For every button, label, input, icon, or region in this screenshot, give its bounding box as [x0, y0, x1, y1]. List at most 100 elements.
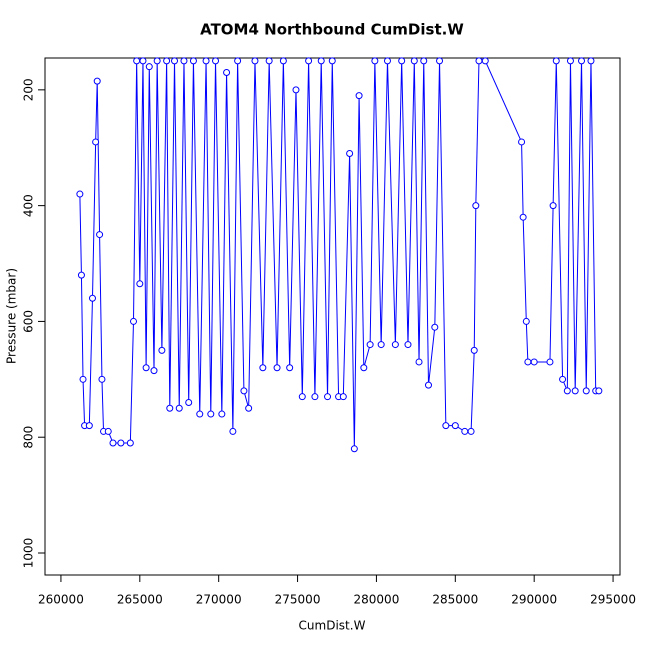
data-point	[461, 427, 469, 435]
data-point	[328, 57, 336, 65]
data-point	[552, 57, 560, 65]
data-point	[175, 404, 183, 412]
data-point	[566, 57, 574, 65]
data-point	[85, 422, 93, 430]
data-point	[129, 317, 137, 325]
y-tick-label: 200	[22, 78, 36, 101]
data-point	[415, 358, 423, 366]
data-point	[77, 271, 85, 279]
x-tick-label: 290000	[511, 593, 557, 607]
plot-frame	[44, 57, 621, 576]
data-point	[355, 92, 363, 100]
data-point	[360, 364, 368, 372]
data-point	[519, 213, 527, 221]
data-point	[286, 364, 294, 372]
series-line	[79, 60, 599, 449]
data-point	[563, 387, 571, 395]
data-point	[436, 57, 444, 65]
data-point	[79, 375, 87, 383]
data-point	[470, 346, 478, 354]
data-point	[578, 57, 586, 65]
data-point	[139, 57, 147, 65]
chart-title: ATOM4 Northbound CumDist.W	[200, 21, 464, 39]
data-point	[559, 375, 567, 383]
data-point	[305, 57, 313, 65]
y-tick-label: 400	[22, 194, 36, 217]
data-point	[350, 445, 358, 453]
data-point	[93, 77, 101, 85]
data-point	[279, 57, 287, 65]
data-point	[92, 138, 100, 146]
y-axis-label: Pressure (mbar)	[5, 268, 19, 364]
data-point	[424, 381, 432, 389]
data-point	[472, 202, 480, 210]
data-point	[223, 68, 231, 76]
x-tick-label: 280000	[354, 593, 400, 607]
x-tick-label: 285000	[432, 593, 478, 607]
data-point	[398, 57, 406, 65]
data-point	[251, 57, 259, 65]
data-point	[265, 57, 273, 65]
data-point	[218, 410, 226, 418]
data-point	[431, 323, 439, 331]
y-tick-label: 1000	[22, 538, 36, 569]
data-point	[410, 57, 418, 65]
data-point	[98, 375, 106, 383]
data-point	[383, 57, 391, 65]
data-point	[298, 393, 306, 401]
data-point	[229, 427, 237, 435]
data-point	[546, 358, 554, 366]
data-point	[158, 346, 166, 354]
data-point	[467, 427, 475, 435]
data-point	[524, 358, 532, 366]
data-point	[117, 439, 125, 447]
data-point	[311, 393, 319, 401]
data-point	[420, 57, 428, 65]
data-point	[371, 57, 379, 65]
data-point	[317, 57, 325, 65]
data-point	[530, 358, 538, 366]
data-point	[202, 57, 210, 65]
data-point	[96, 231, 104, 239]
data-point	[133, 57, 141, 65]
data-point	[88, 294, 96, 302]
data-point	[163, 57, 171, 65]
data-point	[475, 57, 483, 65]
x-tick-label: 260000	[38, 593, 84, 607]
data-point	[166, 404, 174, 412]
data-point	[76, 190, 84, 198]
data-point	[292, 86, 300, 94]
data-point	[136, 280, 144, 288]
x-tick-label: 275000	[275, 593, 321, 607]
data-point	[442, 422, 450, 430]
data-point	[451, 422, 459, 430]
data-point	[234, 57, 242, 65]
x-tick-label: 270000	[196, 593, 242, 607]
data-point	[142, 364, 150, 372]
data-point	[404, 341, 412, 349]
data-point	[259, 364, 267, 372]
data-point	[126, 439, 134, 447]
data-point	[366, 341, 374, 349]
data-point	[240, 387, 248, 395]
data-point	[180, 57, 188, 65]
data-point	[273, 364, 281, 372]
data-point	[587, 57, 595, 65]
data-point	[245, 404, 253, 412]
data-point	[150, 367, 158, 375]
y-tick-label: 600	[22, 310, 36, 333]
data-point	[377, 341, 385, 349]
y-tick-label: 800	[22, 426, 36, 449]
x-axis-label: CumDist.W	[299, 619, 366, 633]
data-point	[549, 202, 557, 210]
data-point	[522, 317, 530, 325]
data-point	[145, 63, 153, 71]
data-point	[207, 410, 215, 418]
x-tick-label: 265000	[117, 593, 163, 607]
data-point	[189, 57, 197, 65]
data-point	[346, 150, 354, 158]
data-point	[212, 57, 220, 65]
data-point	[185, 398, 193, 406]
data-point	[481, 57, 489, 65]
